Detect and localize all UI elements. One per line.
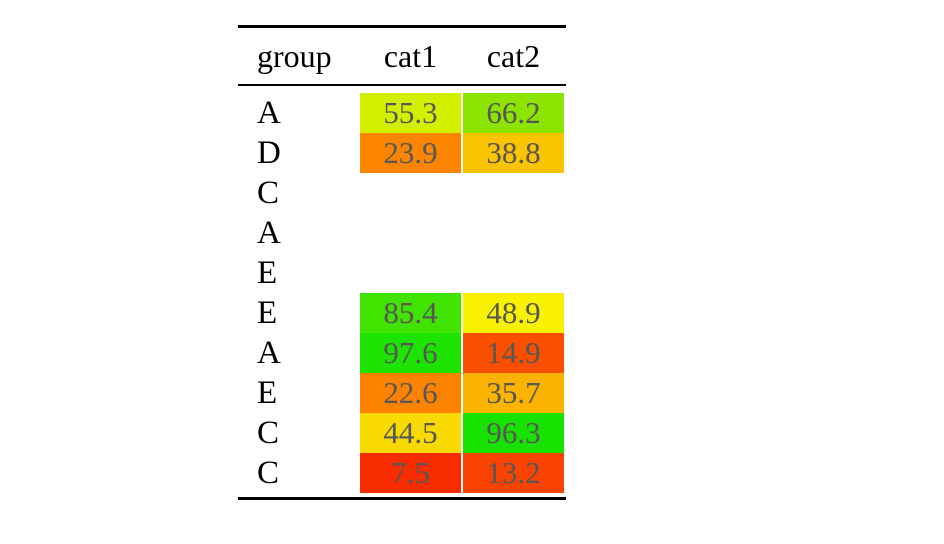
- group-cell: E: [257, 254, 278, 291]
- styled-table: group cat1 cat2 A 55.3 66.2 D 23.9 38.8 …: [238, 25, 566, 500]
- group-cell: C: [257, 174, 280, 211]
- cat1-cell: [360, 253, 461, 293]
- group-cell: D: [257, 134, 281, 171]
- table-row: A: [238, 213, 566, 253]
- group-cell: C: [257, 454, 280, 491]
- cat2-cell: 96.3: [463, 413, 564, 453]
- group-cell: E: [257, 294, 278, 331]
- cat2-cell: 38.8: [463, 133, 564, 173]
- table-row: C: [238, 173, 566, 213]
- mid-rule: [238, 84, 566, 86]
- cat2-cell: 14.9: [463, 333, 564, 373]
- cat1-cell: 23.9: [360, 133, 461, 173]
- cat1-cell: 44.5: [360, 413, 461, 453]
- group-cell: A: [257, 214, 281, 251]
- cat1-cell: 22.6: [360, 373, 461, 413]
- group-cell: E: [257, 374, 278, 411]
- cat2-cell: [463, 253, 564, 293]
- table-body: A 55.3 66.2 D 23.9 38.8 C A E E 85.4 48.…: [238, 93, 566, 493]
- cat1-cell: [360, 173, 461, 213]
- cat2-cell: [463, 213, 564, 253]
- cat1-cell: 7.5: [360, 453, 461, 493]
- cat2-cell: 35.7: [463, 373, 564, 413]
- group-cell: C: [257, 414, 280, 451]
- table-header-row: group cat1 cat2: [238, 28, 566, 84]
- table-row: A 97.6 14.9: [238, 333, 566, 373]
- table-row: E 85.4 48.9: [238, 293, 566, 333]
- cat2-cell: [463, 173, 564, 213]
- top-rule: [238, 25, 566, 28]
- cat2-cell: 48.9: [463, 293, 564, 333]
- cat1-cell: 97.6: [360, 333, 461, 373]
- table-row: A 55.3 66.2: [238, 93, 566, 133]
- table-row: D 23.9 38.8: [238, 133, 566, 173]
- header-body-spacer: [238, 86, 566, 93]
- table-row: C 44.5 96.3: [238, 413, 566, 453]
- table-row: E: [238, 253, 566, 293]
- bottom-rule: [238, 497, 566, 500]
- group-cell: A: [257, 334, 281, 371]
- group-cell: A: [257, 94, 281, 131]
- table-row: C 7.5 13.2: [238, 453, 566, 493]
- column-header-group: group: [257, 37, 332, 74]
- cat2-cell: 66.2: [463, 93, 564, 133]
- cat1-cell: 55.3: [360, 93, 461, 133]
- table-row: E 22.6 35.7: [238, 373, 566, 413]
- cat1-cell: 85.4: [360, 293, 461, 333]
- cat2-cell: 13.2: [463, 453, 564, 493]
- cat1-cell: [360, 213, 461, 253]
- column-header-cat2: cat2: [486, 37, 541, 74]
- column-header-cat1: cat1: [383, 37, 438, 74]
